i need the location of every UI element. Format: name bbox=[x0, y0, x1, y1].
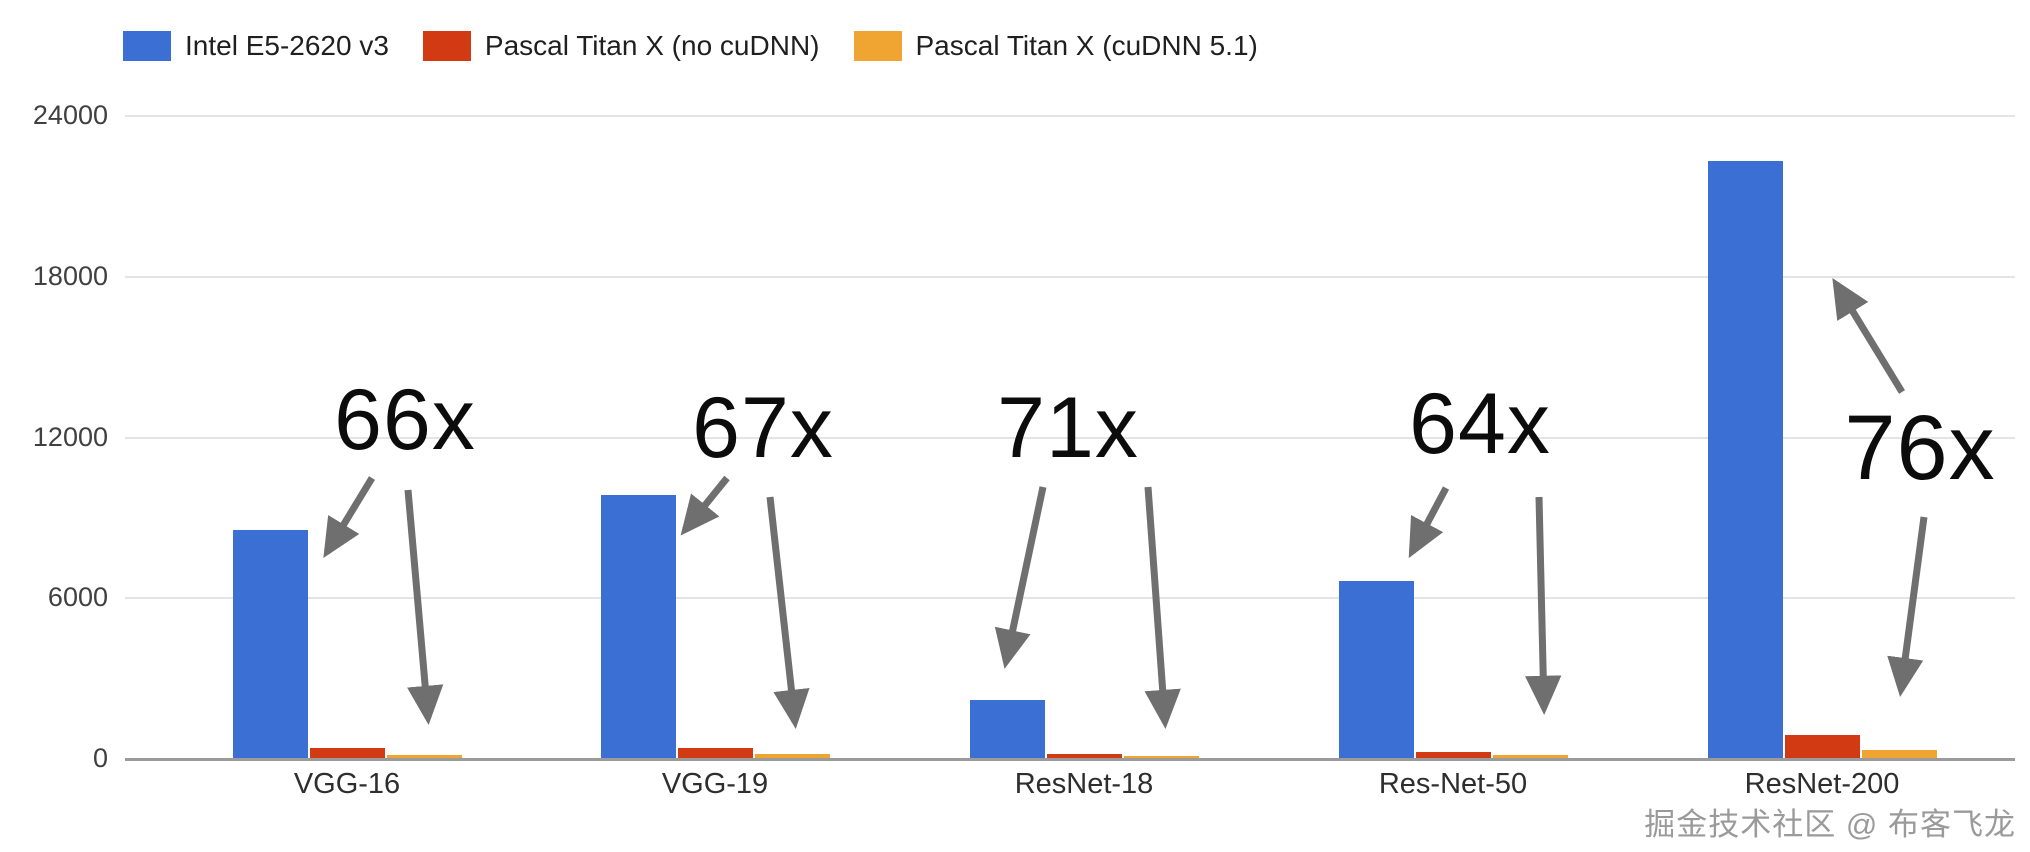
bar-VGG-16-series1 bbox=[309, 748, 385, 758]
legend-label-gpu-no-cudnn: Pascal Titan X (no cuDNN) bbox=[484, 30, 820, 61]
arrow-76x-to-cpu-bar bbox=[1832, 278, 1905, 394]
bar-Res-Net-50-series0 bbox=[1338, 581, 1414, 758]
speedup-annotation-64x: 64x bbox=[1409, 376, 1551, 472]
y-tick-label-18000: 18000 bbox=[32, 260, 108, 291]
legend-swatch-gpu-cudnn bbox=[853, 31, 902, 61]
bar-ResNet-18-series0 bbox=[969, 699, 1045, 758]
y-tick-label-0: 0 bbox=[92, 743, 108, 773]
speedup-annotation-66x: 66x bbox=[334, 372, 476, 468]
legend-item-cpu: Intel E5-2620 v3 bbox=[123, 30, 389, 62]
arrow-76x-to-cudnn-bar bbox=[1887, 516, 1928, 697]
arrow-66x-to-cpu-bar bbox=[323, 476, 375, 558]
x-category-label-Res-Net-50: Res-Net-50 bbox=[1378, 768, 1528, 800]
gridline-24000 bbox=[125, 115, 2015, 117]
arrow-64x-to-cudnn-bar bbox=[1525, 496, 1562, 715]
legend-item-gpu-cudnn: Pascal Titan X (cuDNN 5.1) bbox=[853, 30, 1258, 62]
arrow-66x-to-cudnn-bar bbox=[404, 489, 444, 725]
watermark: 掘金技术社区 @ 布客飞龙 bbox=[1644, 807, 2016, 842]
gridline-6000 bbox=[125, 597, 2015, 600]
bar-Res-Net-50-series2 bbox=[1492, 755, 1568, 758]
legend-item-gpu-no-cudnn: Pascal Titan X (no cuDNN) bbox=[422, 30, 820, 62]
bar-VGG-19-series0 bbox=[600, 495, 676, 758]
bar-VGG-16-series0 bbox=[232, 530, 308, 758]
bar-VGG-19-series1 bbox=[677, 747, 753, 758]
bar-VGG-19-series2 bbox=[754, 753, 830, 758]
x-category-label-VGG-19: VGG-19 bbox=[661, 768, 769, 800]
legend-swatch-cpu bbox=[123, 31, 171, 61]
bar-VGG-16-series2 bbox=[386, 754, 462, 758]
bar-ResNet-200-series1 bbox=[1784, 734, 1860, 758]
legend-label-cpu: Intel E5-2620 v3 bbox=[185, 30, 389, 61]
bar-ResNet-18-series1 bbox=[1046, 754, 1122, 758]
y-tick-label-6000: 6000 bbox=[47, 582, 108, 613]
bar-ResNet-18-series2 bbox=[1123, 756, 1199, 758]
arrow-67x-to-cudnn-bar bbox=[766, 496, 810, 729]
legend-label-gpu-cudnn: Pascal Titan X (cuDNN 5.1) bbox=[915, 30, 1258, 61]
arrow-71x-to-cpu-bar bbox=[994, 486, 1047, 669]
bar-Res-Net-50-series1 bbox=[1415, 751, 1491, 758]
speedup-annotation-67x: 67x bbox=[692, 380, 834, 476]
arrow-67x-to-cpu-bar bbox=[680, 475, 730, 536]
y-tick-label-12000: 12000 bbox=[32, 421, 108, 452]
gridline-12000 bbox=[125, 436, 2015, 439]
chart-legend: Intel E5-2620 v3 Pascal Titan X (no cuDN… bbox=[123, 30, 1258, 62]
x-category-label-ResNet-200: ResNet-200 bbox=[1744, 768, 1900, 800]
arrow-64x-to-cpu-bar bbox=[1408, 486, 1450, 559]
bar-ResNet-200-series0 bbox=[1707, 160, 1783, 758]
x-category-label-ResNet-18: ResNet-18 bbox=[1014, 768, 1154, 800]
gridline-18000 bbox=[125, 275, 2015, 278]
speedup-annotation-76x: 76x bbox=[1844, 397, 1996, 499]
bar-ResNet-200-series2 bbox=[1861, 750, 1937, 758]
arrow-71x-to-cudnn-bar bbox=[1144, 486, 1181, 729]
x-category-label-VGG-16: VGG-16 bbox=[293, 768, 401, 800]
speedup-annotation-71x: 71x bbox=[997, 380, 1139, 476]
y-tick-label-24000: 24000 bbox=[32, 100, 108, 130]
legend-swatch-gpu-no-cudnn bbox=[422, 31, 471, 61]
x-axis-line bbox=[125, 758, 2015, 761]
